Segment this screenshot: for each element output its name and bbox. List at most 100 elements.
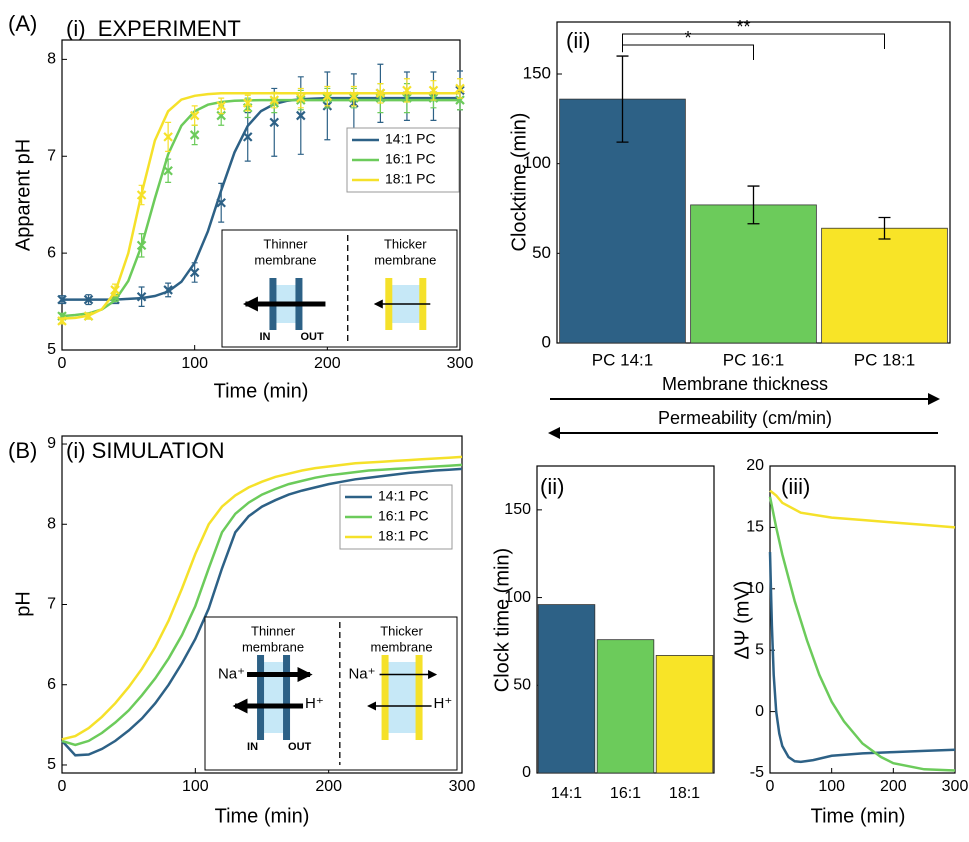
y-tick-label: 6 bbox=[47, 244, 56, 261]
line bbox=[768, 551, 956, 764]
inset-title: Thinner bbox=[263, 236, 308, 251]
x-tick-label: PC 18:1 bbox=[854, 350, 915, 369]
x-tick-label: 0 bbox=[58, 355, 67, 372]
ion-label: H⁺ bbox=[434, 695, 453, 712]
x-tick-label: 14:1 bbox=[551, 785, 582, 802]
fit-line bbox=[61, 98, 460, 318]
y-tick-label: 0 bbox=[755, 703, 764, 720]
x-axis-label: Time (min) bbox=[811, 805, 906, 827]
marker bbox=[83, 294, 94, 305]
panel-title: (ii) bbox=[566, 28, 590, 53]
y-axis-label: ΔΨ (mV) bbox=[731, 581, 753, 660]
y-tick-label: 10 bbox=[746, 580, 764, 597]
membrane-layer bbox=[381, 655, 389, 740]
membrane-layer bbox=[257, 655, 265, 740]
legend-label: 14:1 PC bbox=[378, 488, 429, 504]
marker bbox=[136, 240, 147, 251]
y-tick-label: 5 bbox=[47, 756, 56, 773]
x-axis-label: Time (min) bbox=[214, 380, 309, 402]
bar bbox=[690, 204, 817, 344]
error-bar bbox=[616, 55, 629, 143]
bar bbox=[655, 655, 714, 774]
membrane-layer bbox=[283, 655, 291, 740]
plot-frame bbox=[769, 465, 956, 774]
y-tick-label: -5 bbox=[750, 764, 764, 781]
plot-frame bbox=[61, 39, 461, 351]
marker bbox=[57, 294, 67, 305]
x-tick-label: PC 14:1 bbox=[592, 350, 653, 369]
significance-label: ** bbox=[736, 17, 750, 37]
ion-label: Na⁺ bbox=[218, 666, 245, 683]
x-tick-label: 0 bbox=[766, 778, 775, 795]
y-tick-label: 7 bbox=[47, 596, 56, 613]
marker bbox=[402, 85, 412, 96]
x-tick-label: 200 bbox=[314, 355, 341, 372]
x-tick-label: 100 bbox=[182, 778, 209, 795]
marker bbox=[428, 85, 439, 96]
panel-label: (A) bbox=[8, 11, 37, 36]
x-tick-label: 18:1 bbox=[669, 785, 700, 802]
inset-side-label: IN bbox=[259, 331, 270, 343]
y-tick-label: 6 bbox=[47, 676, 56, 693]
inset-title: membrane bbox=[254, 252, 316, 267]
marker bbox=[296, 110, 306, 121]
membrane-core bbox=[384, 662, 419, 733]
legend-label: 14:1 PC bbox=[385, 131, 436, 147]
marker bbox=[349, 91, 359, 101]
inset-title: membrane bbox=[242, 639, 304, 654]
marker bbox=[163, 166, 173, 176]
inset-title: Thicker bbox=[384, 236, 427, 251]
legend-label: 18:1 PC bbox=[385, 171, 436, 187]
marker bbox=[83, 311, 94, 321]
marker bbox=[189, 110, 200, 121]
y-tick-label: 0 bbox=[542, 332, 551, 351]
y-axis-label: Clock time (min) bbox=[491, 548, 513, 692]
marker bbox=[163, 285, 173, 295]
line bbox=[769, 489, 956, 529]
inset-side-label: OUT bbox=[288, 741, 312, 753]
membrane-layer bbox=[415, 655, 423, 740]
inset-title: Thicker bbox=[380, 623, 423, 638]
marker bbox=[242, 98, 253, 108]
panel-title: (i) SIMULATION bbox=[66, 438, 224, 463]
marker bbox=[322, 91, 333, 101]
inset-title: Thinner bbox=[251, 623, 296, 638]
panel-title: (i) EXPERIMENT bbox=[66, 16, 241, 41]
y-tick-label: 150 bbox=[523, 63, 551, 82]
inset-title: membrane bbox=[374, 252, 436, 267]
error-bar bbox=[878, 216, 891, 240]
y-tick-label: 0 bbox=[522, 764, 531, 781]
x-tick-label: 200 bbox=[880, 778, 907, 795]
bar bbox=[596, 639, 655, 774]
marker bbox=[216, 110, 226, 121]
marker bbox=[110, 285, 120, 295]
marker bbox=[296, 93, 306, 103]
marker bbox=[242, 132, 253, 142]
inset-side-label: IN bbox=[247, 741, 258, 753]
y-tick-label: 8 bbox=[47, 51, 56, 68]
arrow-label: Membrane thickness bbox=[662, 374, 828, 394]
bar bbox=[537, 604, 596, 774]
y-tick-label: 50 bbox=[532, 243, 551, 262]
x-tick-label: 200 bbox=[315, 778, 342, 795]
x-tick-label: 300 bbox=[447, 355, 474, 372]
y-tick-label: 5 bbox=[755, 641, 764, 658]
marker bbox=[269, 117, 280, 128]
y-tick-label: 100 bbox=[523, 153, 551, 172]
marker bbox=[189, 130, 200, 140]
y-tick-label: 9 bbox=[47, 435, 56, 452]
y-tick-label: 150 bbox=[504, 501, 531, 518]
panel-label: (B) bbox=[8, 438, 37, 463]
x-tick-label: PC 16:1 bbox=[723, 350, 784, 369]
x-tick-label: 100 bbox=[818, 778, 845, 795]
x-axis-label: Time (min) bbox=[215, 805, 310, 827]
x-tick-label: 100 bbox=[181, 355, 208, 372]
inset-title: membrane bbox=[370, 639, 432, 654]
marker bbox=[375, 88, 386, 99]
x-tick-label: 300 bbox=[449, 778, 476, 795]
fit-line bbox=[62, 96, 460, 301]
marker bbox=[163, 132, 173, 142]
significance-label: * bbox=[684, 28, 691, 48]
y-tick-label: 7 bbox=[47, 147, 56, 164]
